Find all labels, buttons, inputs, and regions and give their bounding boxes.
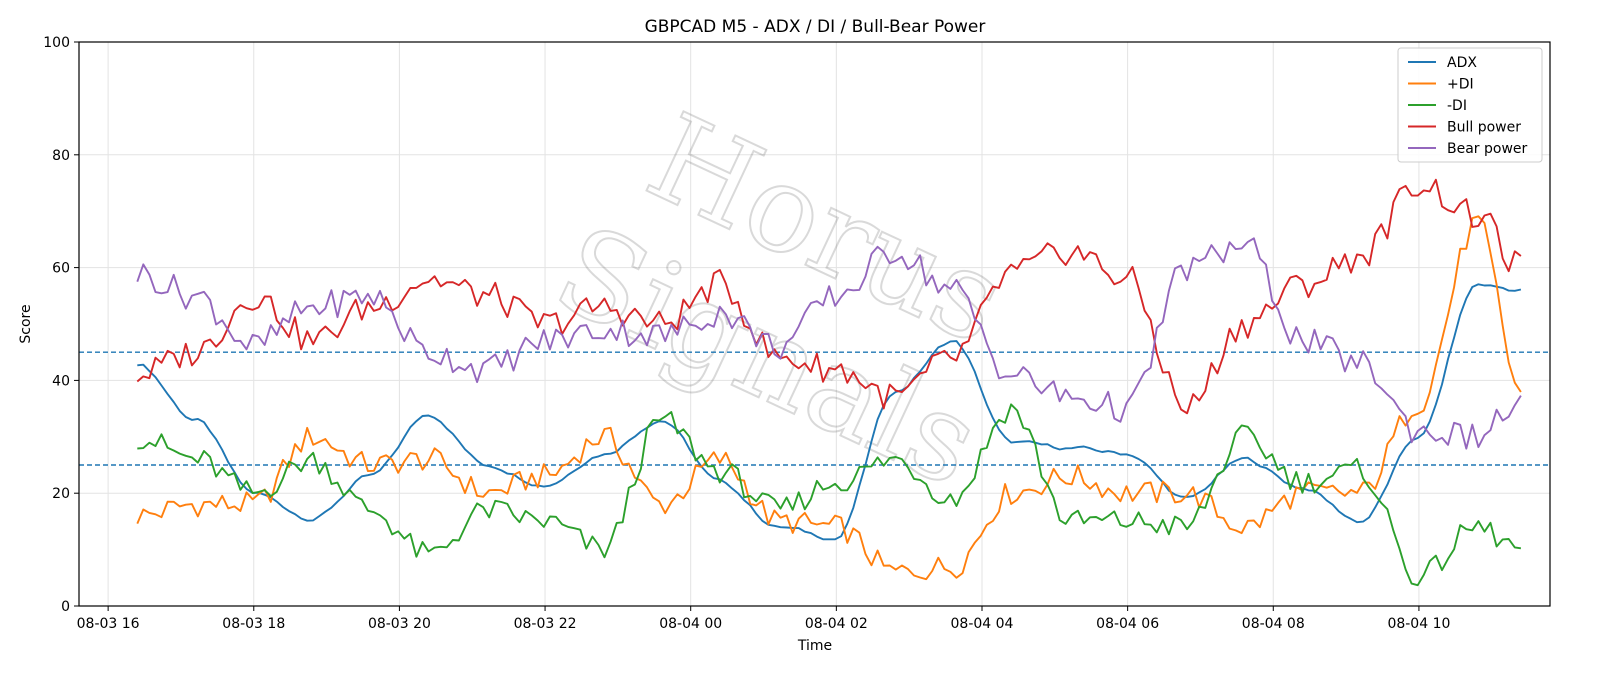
y-tick-label: 40	[52, 373, 70, 389]
x-tick-label: 08-03 18	[222, 616, 285, 632]
x-tick-label: 08-03 20	[368, 616, 431, 632]
y-ticks: 0 20 40 60 80 100	[43, 35, 79, 615]
x-tick-label: 08-04 06	[1096, 616, 1159, 632]
x-tick-label: 08-04 04	[951, 616, 1014, 632]
x-tick-label: 08-04 08	[1242, 616, 1305, 632]
x-ticks: 08-03 16 08-03 18 08-03 20 08-03 22 08-04 00…	[77, 606, 1450, 632]
legend-label: ADX	[1447, 55, 1477, 71]
y-axis-label: Score	[18, 304, 34, 343]
y-tick-label: 0	[61, 599, 70, 615]
legend-label: +DI	[1447, 77, 1474, 93]
plot-frame	[78, 41, 1551, 607]
legend-label: Bull power	[1447, 120, 1521, 136]
x-tick-label: 08-03 22	[514, 616, 577, 632]
legend-label: Bear power	[1447, 141, 1528, 157]
chart-title: GBPCAD M5 - ADX / DI / Bull-Bear Power	[645, 17, 986, 37]
series-line-bear-power	[136, 237, 1522, 450]
threshold-lines	[79, 351, 1550, 466]
series-line--di	[137, 403, 1522, 587]
legend-label: -DI	[1447, 98, 1467, 114]
x-tick-label: 08-04 00	[659, 616, 722, 632]
legend: ADX +DI -DI Bull power Bear power	[1397, 47, 1543, 163]
series-line-adx	[137, 283, 1522, 541]
x-tick-label: 08-04 02	[805, 616, 868, 632]
y-tick-label: 80	[52, 148, 70, 164]
x-axis-label: Time	[797, 638, 832, 654]
y-tick-label: 60	[52, 261, 70, 277]
series-line--di	[136, 215, 1522, 581]
y-tick-label: 20	[52, 486, 70, 502]
x-tick-label: 08-04 10	[1387, 616, 1450, 632]
legend-box	[1397, 47, 1543, 163]
series-line-bull-power	[136, 178, 1522, 415]
series-layer	[136, 178, 1522, 587]
y-tick-label: 100	[43, 35, 70, 51]
x-tick-label: 08-03 16	[77, 616, 140, 632]
